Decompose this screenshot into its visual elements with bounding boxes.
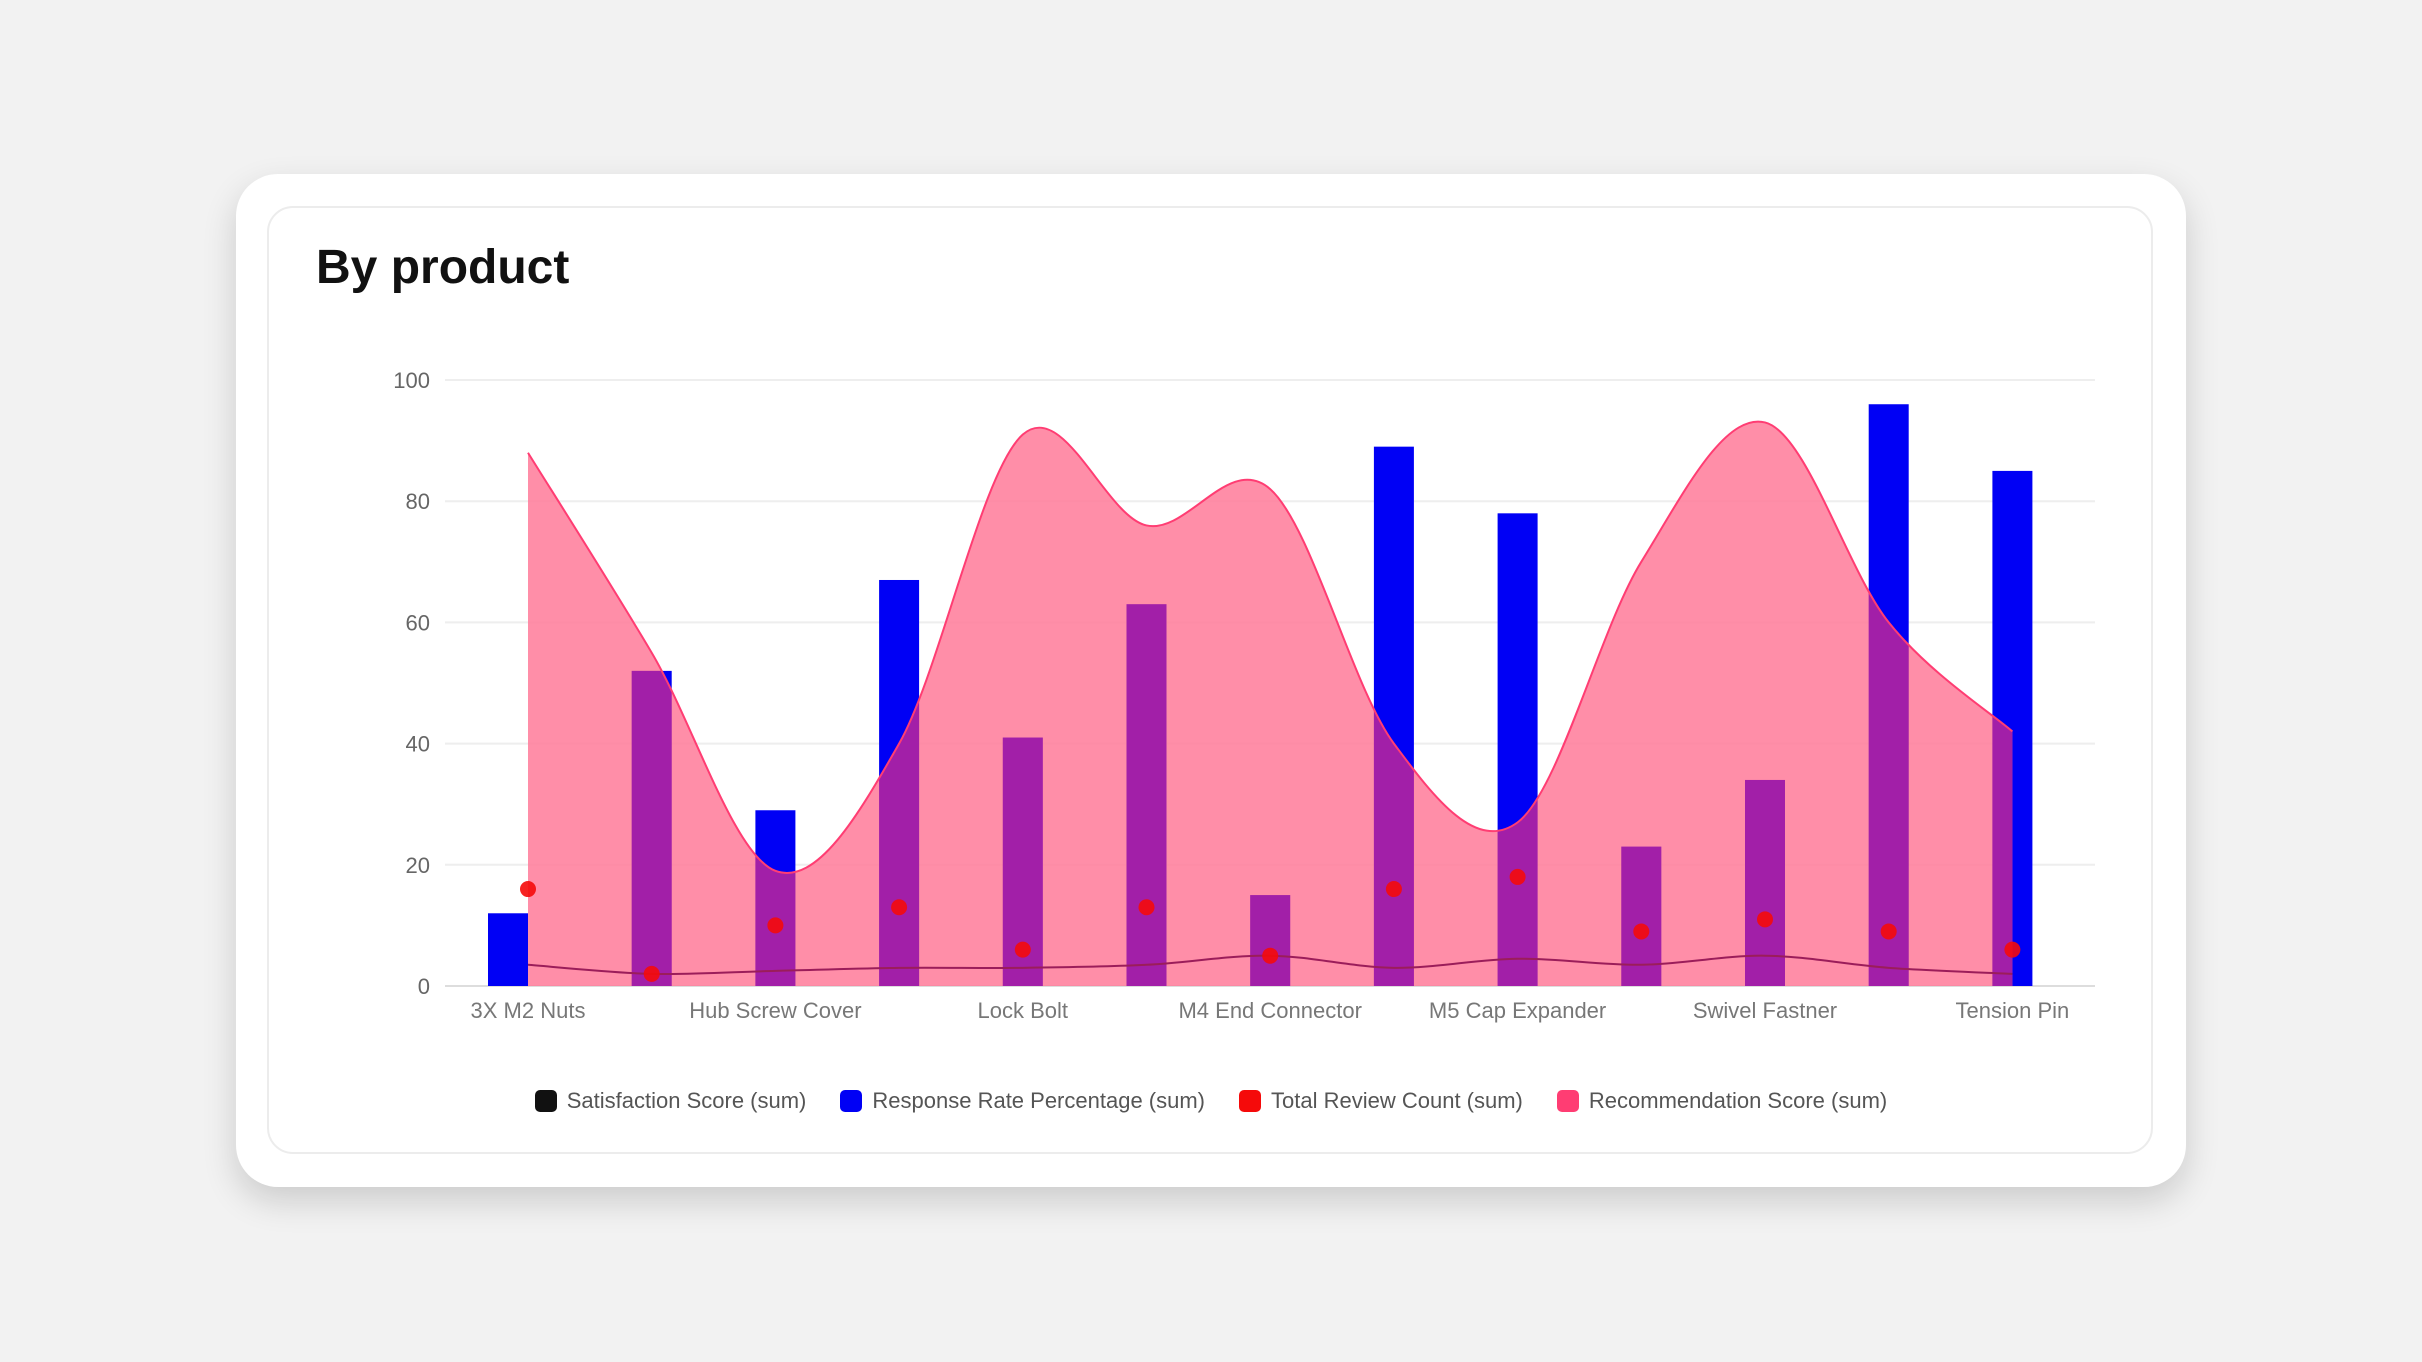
y-tick-label: 80: [406, 489, 430, 514]
review-dot: [1385, 881, 1402, 898]
review-dot: [1014, 941, 1031, 958]
x-tick-label: Lock Bolt: [978, 998, 1069, 1023]
legend-swatch-icon: [1239, 1090, 1262, 1112]
recommendation-line: [527, 420, 2014, 874]
legend-swatch-icon: [534, 1090, 557, 1112]
review-dot: [520, 881, 536, 898]
chart-title: By product: [316, 241, 570, 294]
review-dots: [520, 868, 2021, 982]
x-tick-label: M5 Cap Expander: [1429, 998, 1606, 1023]
x-axis-ticks: 3X M2 Nuts Hub Screw Cover Lock Bolt M4 End…: [471, 998, 2070, 1023]
y-tick-label: 40: [406, 732, 430, 757]
x-tick-label: M4 End Connector: [1178, 998, 1361, 1023]
review-dot: [1262, 947, 1279, 964]
review-dot: [643, 965, 660, 982]
legend-item-recommendation[interactable]: Recommendation Score (sum): [1556, 1088, 1888, 1114]
review-dot: [1509, 868, 1526, 885]
review-dot: [1633, 923, 1650, 940]
legend: Satisfaction Score (sum) Response Rate P…: [0, 1088, 2422, 1114]
y-tick-label: 100: [393, 368, 430, 393]
legend-label: Satisfaction Score (sum): [566, 1088, 807, 1113]
review-dot: [891, 899, 908, 916]
review-dot: [2004, 941, 2021, 958]
legend-item-review-count[interactable]: Total Review Count (sum): [1239, 1088, 1523, 1114]
legend-label: Response Rate Percentage (sum): [872, 1088, 1206, 1113]
legend-label: Total Review Count (sum): [1271, 1088, 1523, 1113]
overlap-bar: [1126, 604, 1167, 986]
legend-swatch-icon: [840, 1090, 863, 1112]
review-dot: [767, 917, 784, 934]
recommendation-area: [527, 420, 2014, 986]
y-tick-label: 60: [406, 610, 430, 635]
overlap-bar: [1745, 779, 1785, 986]
x-tick-label: Tension Pin: [1956, 998, 2070, 1023]
x-tick-label: Swivel Fastner: [1693, 998, 1837, 1023]
legend-swatch-icon: [1556, 1090, 1579, 1112]
review-dot: [1757, 911, 1773, 928]
review-dot: [1138, 899, 1155, 916]
overlap-bar: [631, 670, 672, 986]
review-dot: [1880, 923, 1897, 940]
response-bar: [488, 913, 528, 986]
x-tick-label: Hub Screw Cover: [689, 998, 861, 1023]
y-axis-ticks: 0 20 40 60 80 100: [393, 368, 430, 999]
overlap-bar: [1621, 846, 1662, 986]
y-tick-label: 20: [406, 853, 430, 878]
legend-label: Recommendation Score (sum): [1588, 1088, 1888, 1113]
legend-item-satisfaction[interactable]: Satisfaction Score (sum): [534, 1088, 807, 1114]
y-tick-label: 0: [418, 974, 430, 999]
x-tick-label: 3X M2 Nuts: [471, 998, 586, 1023]
legend-item-response-rate[interactable]: Response Rate Percentage (sum): [840, 1088, 1205, 1114]
overlap-bar: [1250, 895, 1291, 986]
